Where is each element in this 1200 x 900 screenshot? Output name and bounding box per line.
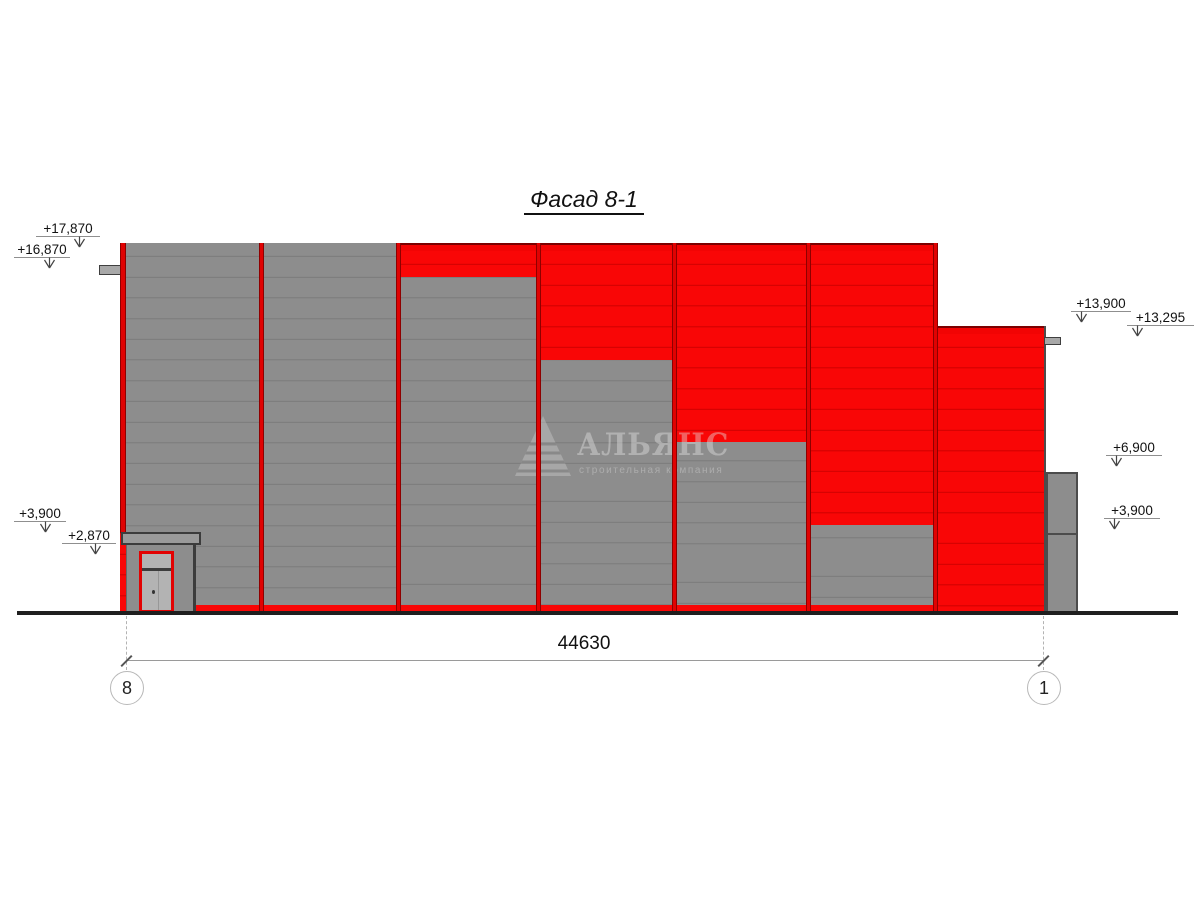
elevation-value: +17,870 <box>43 221 93 236</box>
elevation-value: +2,870 <box>68 528 110 543</box>
entrance-door <box>139 551 174 613</box>
drawing-title: Фасад 8-1 <box>454 186 714 215</box>
right-gray-wing <box>1046 472 1078 613</box>
elevation-arrow-icon <box>1075 311 1088 323</box>
parapet-band-low <box>938 326 1044 334</box>
elevation-leader-line <box>1071 311 1131 312</box>
elevation-leader-line <box>1104 518 1160 519</box>
elevation-arrow-icon <box>43 257 56 269</box>
gray-panel-bay-2 <box>264 243 396 605</box>
dimension-value: 44630 <box>557 633 611 654</box>
elevation-value: +16,870 <box>17 242 67 257</box>
elevation-arrow-icon <box>1131 325 1144 337</box>
gray-panel-bay-5 <box>677 442 806 605</box>
facade-tall-block <box>120 243 938 613</box>
grid-bubble-1: 1 <box>1027 671 1061 705</box>
parapet-band <box>120 243 938 251</box>
gray-panel-bay-6 <box>811 525 933 605</box>
company-watermark: АЛЬЯНС строительная компания <box>513 414 728 484</box>
wing-floor-joint <box>1048 533 1076 535</box>
elevation-arrow-icon <box>39 521 52 533</box>
gray-panel-bay-4 <box>541 360 672 605</box>
elevation-value: +6,900 <box>1113 440 1155 455</box>
extension-line-right <box>1043 616 1044 670</box>
elevation-leader-line <box>1127 325 1194 326</box>
mullion-3 <box>536 243 541 613</box>
roof-tab-right <box>1044 337 1061 345</box>
watermark-subtitle: строительная компания <box>579 465 724 476</box>
elevation-leader-line <box>14 521 66 522</box>
extension-line-left <box>126 616 127 670</box>
elevation-leader-line <box>62 543 116 544</box>
mullion-5 <box>806 243 811 613</box>
door-leaf-edge <box>158 571 159 610</box>
mullion-left-edge <box>120 243 126 533</box>
elevation-value: +13,295 <box>1135 310 1186 325</box>
elevation-leader-line <box>14 257 70 258</box>
drawing-title-text: Фасад 8-1 <box>524 186 644 215</box>
door-handle <box>152 590 155 594</box>
watermark-brand: АЛЬЯНС <box>577 427 730 463</box>
elevation-arrow-icon <box>1110 455 1123 467</box>
elevation-value: +3,900 <box>1111 503 1153 518</box>
gray-panel-bay-3 <box>401 277 536 605</box>
elevation-arrow-icon <box>89 543 102 555</box>
mullion-2 <box>396 243 401 613</box>
facade-low-block <box>938 326 1046 613</box>
facade-low-red-cladding <box>938 334 1044 613</box>
mullion-4 <box>672 243 677 613</box>
vestibule-canopy <box>121 532 201 545</box>
door-transom-bar <box>142 568 171 571</box>
grid-bubble-8: 8 <box>110 671 144 705</box>
mullion-right-edge <box>933 243 938 613</box>
ground-line <box>17 611 1178 615</box>
mullion-1 <box>259 243 264 613</box>
elevation-value: +13,900 <box>1076 296 1126 311</box>
elevation-leader-line <box>36 236 100 237</box>
elevation-leader-line <box>1106 455 1162 456</box>
dimension-line <box>126 660 1043 661</box>
elevation-value: +3,900 <box>19 506 61 521</box>
elevation-arrow-icon <box>73 236 86 248</box>
elevation-arrow-icon <box>1108 518 1121 530</box>
triangle-logo-icon <box>515 416 571 476</box>
